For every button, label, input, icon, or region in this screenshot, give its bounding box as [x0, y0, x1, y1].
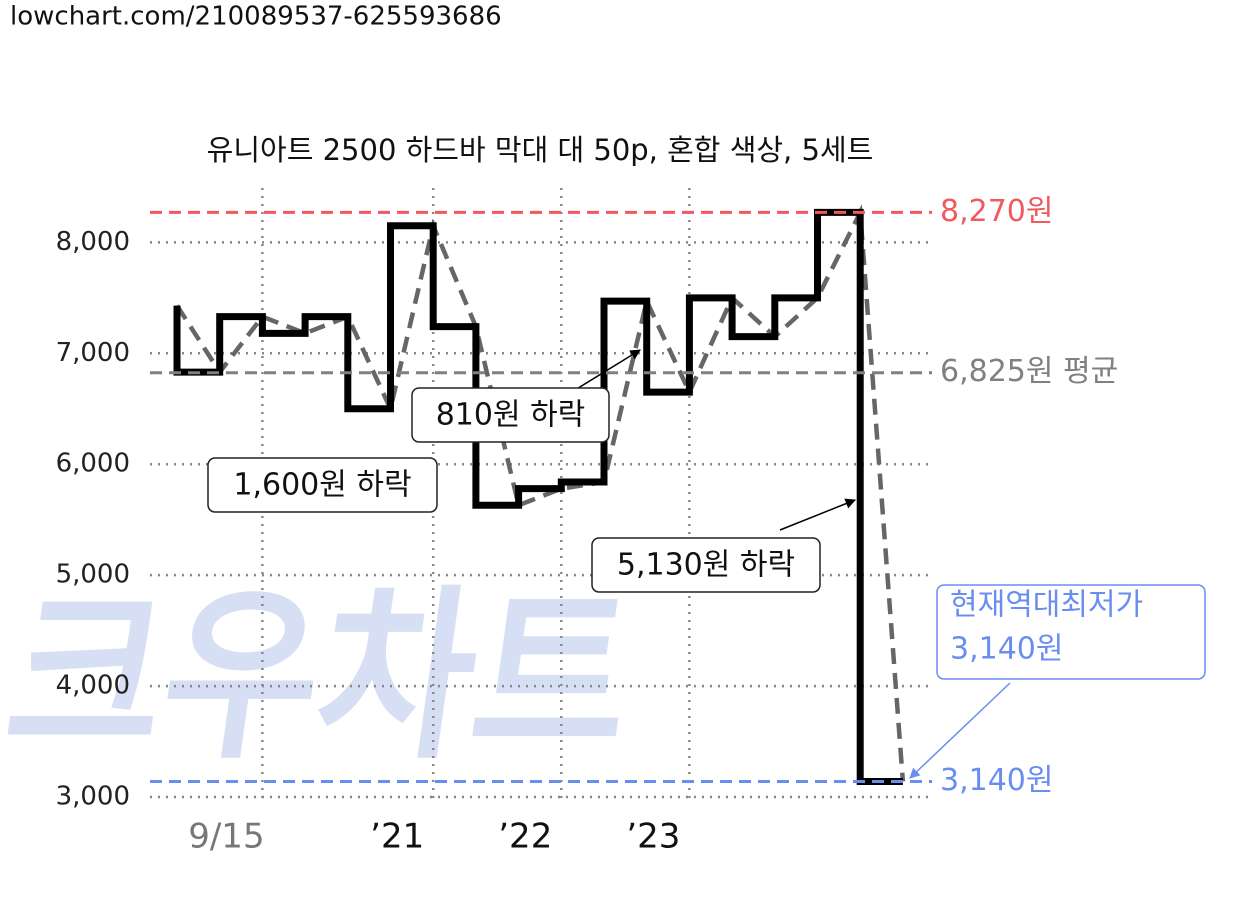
y-tick-label: 3,000 [56, 782, 130, 812]
annotation-text: 3,140원 [950, 632, 1063, 667]
annotation-text: 5,130원 하락 [617, 548, 795, 583]
y-tick-label: 6,000 [56, 449, 130, 479]
x-tick-label: ’21 [370, 817, 424, 857]
x-tick-label: 9/15 [188, 817, 264, 857]
y-tick-label: 7,000 [56, 338, 130, 368]
reference-label: 3,140원 [940, 763, 1053, 798]
y-tick-label: 8,000 [56, 227, 130, 257]
url: lowchart.com/210089537-625593686 [10, 2, 502, 32]
annotation-arrow [779, 498, 856, 531]
chart-title: 유니아트 2500 하드바 막대 대 50p, 혼합 색상, 5세트 [207, 133, 874, 167]
y-tick-label: 5,000 [56, 560, 130, 590]
watermark: 크우차트 [0, 568, 645, 784]
reference-label: 6,825원 평균 [940, 354, 1118, 389]
annotation-arrow [909, 682, 1011, 779]
annotation-box [936, 584, 1206, 680]
annotation-text: 810원 하락 [436, 398, 586, 433]
annotation-arrow [574, 349, 641, 391]
annotation-box [207, 457, 438, 513]
x-tick-label: ’23 [626, 817, 680, 857]
annotation-box [591, 537, 821, 593]
y-tick-label: 4,000 [56, 671, 130, 701]
x-tick-label: ’22 [498, 817, 552, 857]
reference-label: 8,270원 [940, 194, 1053, 229]
annotation-box [411, 387, 610, 443]
price-step-line [173, 208, 903, 785]
annotation-text: 1,600원 하락 [233, 468, 411, 503]
annotation-text: 현재역대최저가 [950, 588, 1143, 623]
